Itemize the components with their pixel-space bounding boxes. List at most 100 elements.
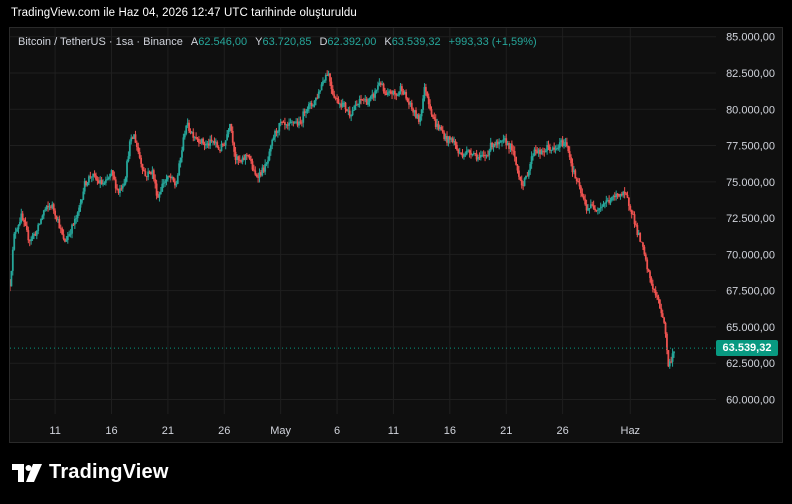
candle-body xyxy=(212,140,214,142)
candle-body xyxy=(183,133,186,138)
candle-body xyxy=(491,142,494,148)
candle-body xyxy=(190,132,193,133)
open-value: 62.546,00 xyxy=(198,36,248,48)
candle-body xyxy=(470,152,472,155)
candle-body xyxy=(368,98,371,103)
candle-body xyxy=(379,82,382,85)
candle-body xyxy=(90,176,93,178)
candle-body xyxy=(18,222,21,225)
candle-body xyxy=(457,149,460,154)
candle-body xyxy=(45,205,48,210)
candle-body xyxy=(509,143,512,149)
candle-body xyxy=(295,121,298,123)
candle-body xyxy=(89,176,92,178)
high-value: 63.720,85 xyxy=(262,36,312,48)
candlestick-chart[interactable]: 85.000,00 82.500,00 80.000,00 77.500,00 75.0… xyxy=(10,28,782,442)
chart-panel[interactable]: 85.000,00 82.500,00 80.000,00 77.500,00 75.0… xyxy=(9,27,783,443)
candle-body xyxy=(664,322,667,334)
candle-body xyxy=(224,140,227,146)
change-value: +993,33 (+1,59%) xyxy=(448,36,537,48)
candle-body xyxy=(503,138,506,140)
candle-body xyxy=(31,235,34,240)
candle-body xyxy=(10,283,11,287)
candle-body xyxy=(268,151,271,161)
candle-body xyxy=(518,170,520,177)
candle-body xyxy=(575,178,578,182)
candle-body xyxy=(348,110,351,117)
symbol-description[interactable]: Bitcoin / TetherUS · 1sa · Binance xyxy=(18,36,183,48)
close-value: 63.539,32 xyxy=(391,36,441,48)
candle-body xyxy=(135,142,138,147)
candle-body xyxy=(657,296,660,300)
candle-body xyxy=(152,170,155,180)
candle-body xyxy=(434,119,437,127)
candle-body xyxy=(128,141,131,157)
candle-body xyxy=(561,140,564,147)
candle-body xyxy=(35,230,38,236)
candle-body xyxy=(642,242,644,247)
candle-body xyxy=(465,150,468,155)
candle-body xyxy=(477,157,479,160)
candle-body xyxy=(525,175,527,179)
candle-body xyxy=(220,143,223,152)
x-tick-label: May xyxy=(270,425,291,437)
candle-body xyxy=(589,204,592,209)
candle-body xyxy=(382,83,385,92)
candle-body xyxy=(439,127,441,130)
candle-body xyxy=(568,151,571,158)
candle-body xyxy=(100,180,103,185)
candle-body xyxy=(69,233,72,235)
candle-body xyxy=(210,139,213,142)
candle-body xyxy=(451,138,454,143)
candle-body xyxy=(186,122,189,126)
candle-body xyxy=(251,161,254,170)
candle-body xyxy=(557,147,560,149)
candle-body xyxy=(385,93,388,96)
candle-body xyxy=(49,206,52,208)
candle-body xyxy=(234,151,237,161)
x-tick-label: 26 xyxy=(218,425,230,437)
candle-body xyxy=(365,99,368,105)
candle-body xyxy=(241,157,244,162)
candle-body xyxy=(112,170,114,176)
candle-body xyxy=(264,164,267,172)
candle-body xyxy=(361,99,364,101)
candle-body xyxy=(291,121,293,123)
candle-body xyxy=(419,116,422,122)
candle-body xyxy=(26,225,28,231)
brand-footer[interactable]: TradingView xyxy=(12,461,169,484)
candle-body xyxy=(10,270,13,287)
x-tick-label: 16 xyxy=(444,425,456,437)
candle-body xyxy=(176,175,179,184)
low-label: D xyxy=(319,36,328,48)
candle-body xyxy=(670,361,673,363)
candle-body xyxy=(193,137,196,138)
candle-body xyxy=(460,152,463,154)
candle-body xyxy=(199,142,202,144)
candle-body xyxy=(293,122,296,124)
candle-body xyxy=(245,154,248,156)
candle-body xyxy=(171,177,174,179)
candle-body xyxy=(134,134,137,143)
candle-body xyxy=(653,289,656,291)
candle-body xyxy=(168,176,171,178)
candle-body xyxy=(309,103,312,105)
candle-body xyxy=(626,194,629,198)
candle-body xyxy=(292,121,295,123)
candle-body xyxy=(68,234,71,237)
candle-body xyxy=(426,91,429,97)
candle-body xyxy=(247,155,250,156)
candle-body xyxy=(594,208,596,211)
candle-body xyxy=(633,214,636,225)
candle-body xyxy=(627,197,630,206)
candle-body xyxy=(463,155,465,157)
x-tick-label: 6 xyxy=(334,425,340,437)
candle-body xyxy=(330,81,333,89)
candle-body xyxy=(200,138,203,143)
candle-body xyxy=(103,182,106,184)
candle-body xyxy=(303,111,306,113)
candle-body xyxy=(651,283,654,290)
candle-body xyxy=(265,163,268,165)
candle-body xyxy=(317,91,320,99)
candle-body xyxy=(230,123,233,131)
